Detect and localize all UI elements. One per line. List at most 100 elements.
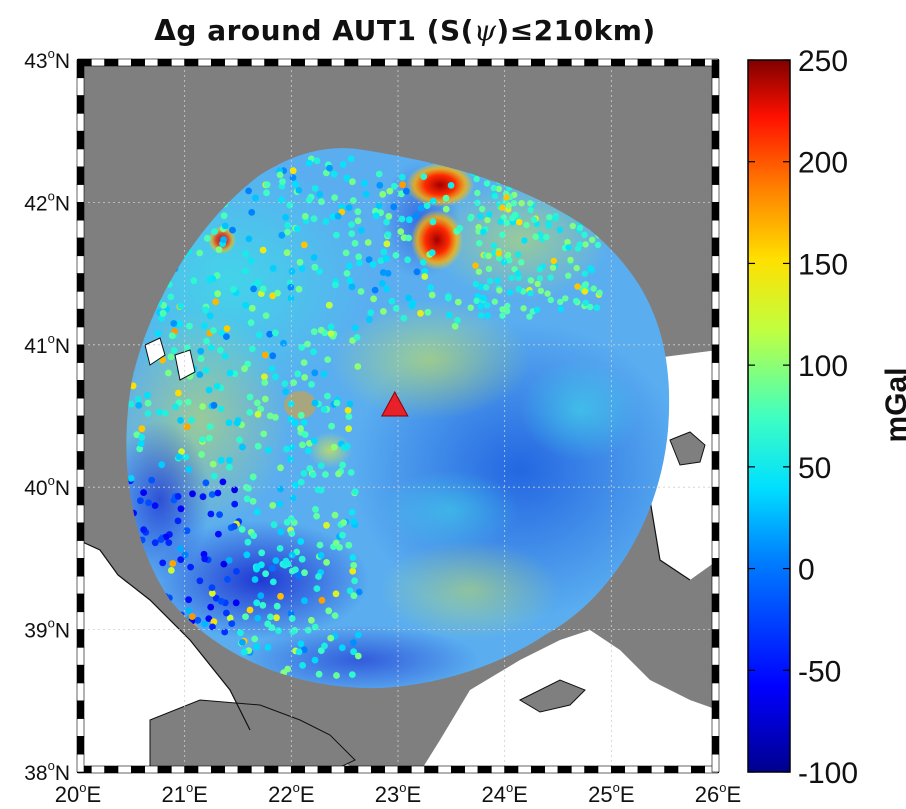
data-point [209,623,216,631]
data-point [157,536,165,543]
data-point [349,554,357,561]
data-point [503,219,511,226]
cbar-label--50: -50 [798,655,841,688]
data-point [288,551,296,559]
data-point [204,234,211,242]
data-point [357,288,365,295]
data-point [547,274,554,281]
data-point [444,294,452,302]
data-point [232,599,240,607]
data-point [499,231,506,238]
data-point [165,539,173,546]
data-point [298,343,306,351]
data-point [217,346,224,354]
data-point [151,539,159,547]
data-point [379,190,387,198]
data-point [248,304,256,312]
data-point [388,297,396,305]
data-point [313,157,321,165]
data-point [331,612,339,619]
data-point [345,425,352,433]
data-point [177,416,184,424]
data-point [261,351,269,359]
data-point [343,174,351,182]
data-point [405,294,412,302]
data-point [205,386,213,394]
data-point [225,419,233,427]
data-point [536,275,544,282]
data-point [287,284,295,291]
cbar-label-150: 150 [798,248,848,281]
data-point [297,538,305,545]
data-point [300,241,308,249]
lat-label-42: 42oN [24,188,70,215]
data-point [286,455,294,463]
data-point [277,592,284,600]
cbar-label-50: 50 [798,452,831,485]
data-point [290,379,297,386]
data-point [557,298,564,306]
data-point [392,251,400,259]
data-point [199,436,206,443]
data-point [151,502,159,509]
data-point [550,257,557,265]
data-point [266,330,274,338]
colorbar-ticks: 250 200 150 100 50 0 -50 -100 [748,45,858,790]
data-point [255,331,263,339]
data-point [317,551,325,559]
data-point [176,320,183,328]
data-point [316,191,324,198]
data-point [398,173,406,181]
data-point [245,485,253,492]
data-point [262,312,270,319]
lat-label-39: 39oN [24,616,70,643]
data-point [527,206,534,214]
data-point [198,451,206,458]
data-point [257,405,265,413]
data-point [480,228,487,236]
data-point [484,216,491,224]
data-point [354,363,362,370]
data-point [297,411,305,419]
data-point [226,369,234,377]
data-point [196,577,204,585]
data-point [345,413,353,420]
data-point [557,305,565,313]
data-point [451,322,459,330]
data-point [343,270,351,277]
data-point [482,284,490,291]
data-point [552,215,559,222]
latitude-tick-labels: 38oN 39oN 40oN 41oN 42oN 43oN [24,46,70,785]
data-point [251,635,259,643]
data-point [515,286,522,293]
data-point [456,224,464,232]
data-point [306,465,314,472]
data-point [276,545,284,552]
data-point [565,272,572,279]
data-point [354,217,362,225]
data-point [246,606,254,614]
data-point [276,171,284,179]
data-point [534,280,541,288]
data-point [375,202,383,209]
data-point [317,462,325,469]
data-point [486,277,494,285]
data-point [210,327,217,334]
data-point [313,512,320,520]
data-point [372,212,380,220]
data-point [500,259,508,266]
peloponnese-land [149,699,356,772]
coastline-west [78,539,251,731]
data-point [495,185,503,192]
data-point [351,239,359,247]
data-point [483,180,491,187]
data-point [347,469,355,476]
data-point [202,479,210,487]
data-point [417,309,424,317]
data-point [308,381,315,388]
data-point [137,497,144,505]
data-point [587,303,594,311]
data-point [533,306,541,313]
data-point [244,538,252,546]
data-point [398,215,406,223]
